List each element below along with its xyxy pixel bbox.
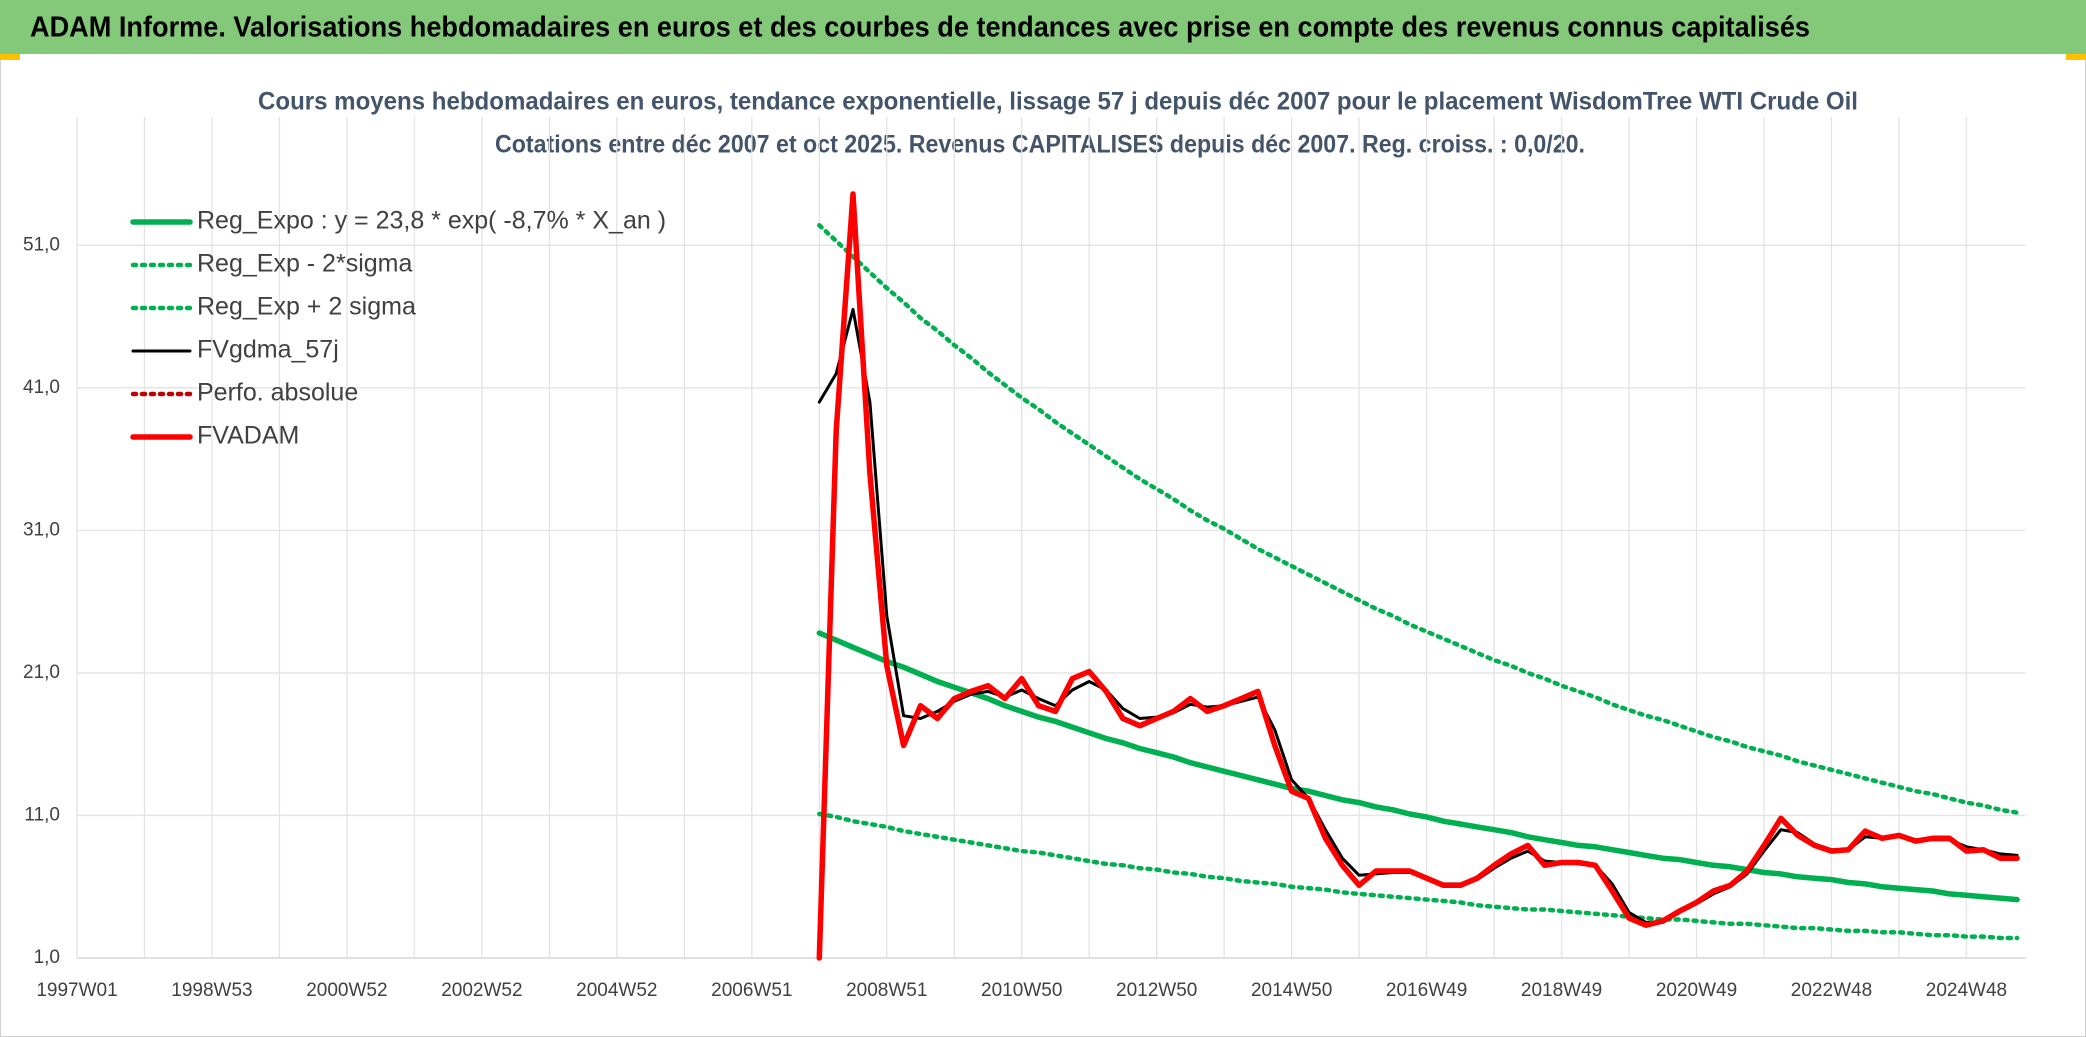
x-tick-label: 1998W53 — [171, 980, 252, 1001]
x-tick-label: 2018W49 — [1521, 980, 1602, 1001]
x-tick-label: 1997W01 — [36, 980, 117, 1001]
y-tick-label: 31,0 — [23, 519, 60, 540]
x-tick-label: 2020W49 — [1656, 980, 1737, 1001]
series-line — [816, 191, 2020, 961]
x-tick-label: 2024W48 — [1926, 980, 2007, 1001]
legend-label: FVgdma_57j — [197, 336, 339, 364]
legend-label: Perfo. absolue — [197, 379, 358, 407]
chart-subtitle: Cotations entre déc 2007 et oct 2025. Re… — [495, 131, 1585, 159]
series-line — [816, 630, 2020, 903]
y-tick-label: 1,0 — [34, 947, 60, 968]
x-tick-label: 2008W51 — [846, 980, 927, 1001]
y-tick-label: 21,0 — [23, 662, 60, 683]
x-tick-label: 2004W52 — [576, 980, 657, 1001]
corner-mark — [2066, 54, 2086, 60]
chart-title: Cours moyens hebdomadaires en euros, ten… — [258, 88, 1858, 116]
y-tick-label: 11,0 — [24, 804, 60, 825]
series-line — [817, 811, 2020, 941]
corner-mark — [0, 54, 20, 60]
header-title: ADAM Informe. Valorisations hebdomadaire… — [30, 12, 1810, 44]
x-tick-label: 2006W51 — [711, 980, 792, 1001]
x-tick-label: 2002W52 — [441, 980, 522, 1001]
legend-label: Reg_Exp - 2*sigma — [197, 250, 412, 278]
x-tick-label: 2014W50 — [1251, 980, 1332, 1001]
legend-label: Reg_Exp + 2 sigma — [197, 293, 416, 321]
x-tick-label: 2010W50 — [981, 980, 1062, 1001]
legend-label: Reg_Expo : y = 23,8 * exp( -8,7% * X_an … — [197, 207, 666, 235]
header-bar — [0, 0, 2086, 54]
x-tick-label: 2022W48 — [1791, 980, 1872, 1001]
x-tick-label: 2000W52 — [306, 980, 387, 1001]
legend-label: FVADAM — [197, 422, 299, 450]
x-tick-label: 2016W49 — [1386, 980, 1467, 1001]
series-line — [817, 223, 2020, 815]
y-tick-label: 51,0 — [23, 234, 60, 255]
y-tick-label: 41,0 — [23, 377, 60, 398]
x-tick-label: 2012W50 — [1116, 980, 1197, 1001]
